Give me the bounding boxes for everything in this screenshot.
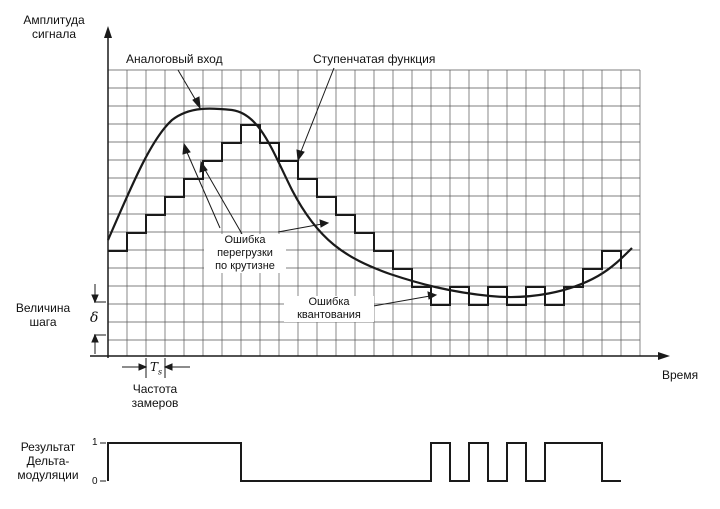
y-axis-label-line1: Амплитуда <box>23 13 85 27</box>
level-one-label: 1 <box>92 437 98 448</box>
sample-period-T: T <box>150 360 159 374</box>
step-size-line2: шага <box>29 315 57 329</box>
slope-error-line1: Ошибка <box>224 234 266 246</box>
step-size-marker <box>91 284 106 354</box>
step-size-label: Величина шага <box>8 301 78 329</box>
annotation-arrows <box>177 67 438 309</box>
sample-rate-line2: замеров <box>131 396 179 410</box>
quant-error-line1: Ошибка <box>308 296 350 308</box>
y-axis-arrow <box>104 26 112 38</box>
sample-period-marker <box>122 358 190 378</box>
delta-output-label: Результат Дельта- модуляции <box>8 440 88 482</box>
step-function <box>108 124 622 306</box>
analog-input-curve <box>106 107 633 299</box>
sample-rate-label: Частота замеров <box>115 382 195 410</box>
sample-period-symbol: Ts <box>150 360 162 379</box>
output-label-line2: Дельта- <box>26 454 70 468</box>
output-label-line1: Результат <box>20 440 76 454</box>
step-function-label: Ступенчатая функция <box>313 52 436 66</box>
x-axis-label: Время <box>662 368 699 382</box>
level-zero-label: 0 <box>92 476 98 487</box>
quantization-error-label: Ошибка квантования <box>284 296 374 322</box>
slope-error-line2: перегрузки <box>217 247 273 259</box>
step-size-line1: Величина <box>15 301 71 315</box>
analog-input-label: Аналоговый вход <box>126 52 223 66</box>
y-axis-label: Амплитуда сигнала <box>6 13 102 41</box>
grid <box>108 69 641 356</box>
x-axis-arrow <box>658 352 670 360</box>
quant-error-line2: квантования <box>297 309 361 321</box>
output-label-line3: модуляции <box>17 468 79 482</box>
output-levels <box>100 442 106 482</box>
sample-rate-line1: Частота <box>132 382 178 396</box>
delta-symbol: δ <box>90 310 99 326</box>
slope-overload-error-label: Ошибка перегрузки по крутизне <box>204 234 286 273</box>
delta-modulation-output <box>107 442 621 482</box>
y-axis-label-line2: сигнала <box>31 27 77 41</box>
slope-error-line3: по крутизне <box>215 260 275 272</box>
sample-period-subscript: s <box>158 367 163 377</box>
